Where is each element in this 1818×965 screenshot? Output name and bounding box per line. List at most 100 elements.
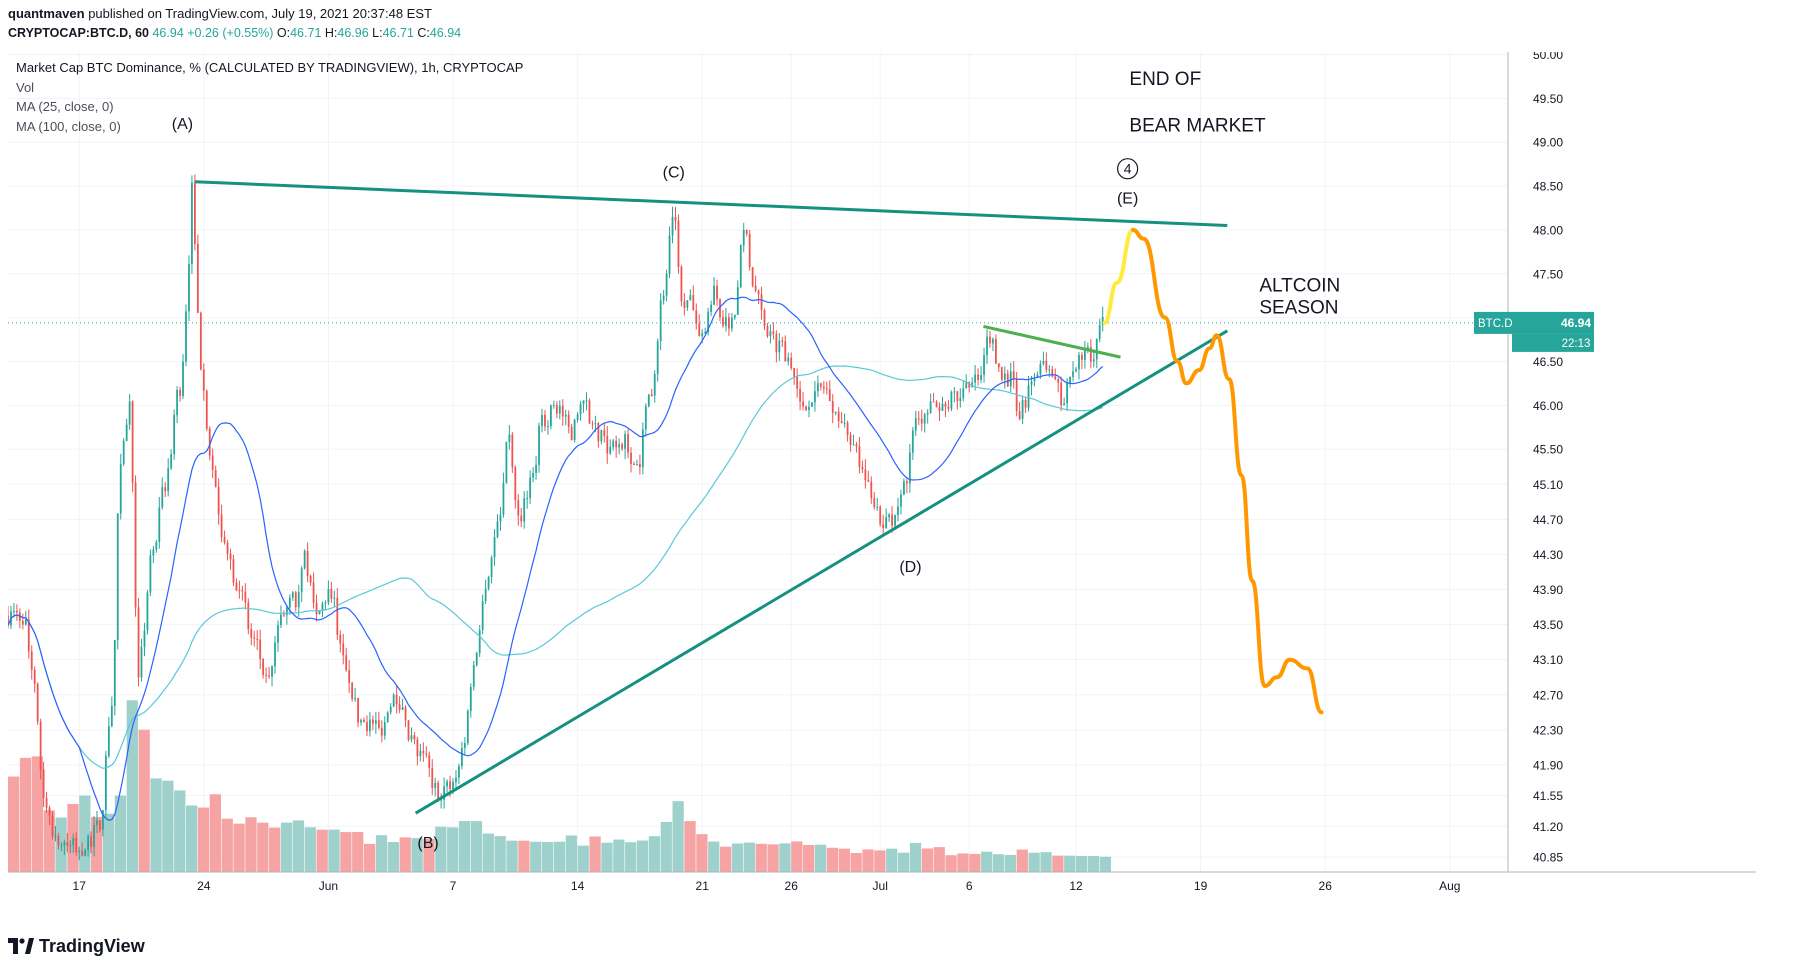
volume-bar — [755, 843, 767, 872]
volume-bar — [364, 843, 376, 872]
volume-bar — [209, 794, 221, 872]
symbol-interval[interactable]: CRYPTOCAP:BTC.D, 60 — [8, 26, 149, 40]
candle-body — [13, 610, 15, 612]
candle-body — [137, 607, 140, 678]
volume-bar — [1064, 855, 1076, 872]
candle-body — [113, 640, 116, 706]
y-tick-label: 46.00 — [1533, 399, 1563, 413]
volume-bar — [720, 846, 732, 872]
trendline-wedge[interactable] — [983, 324, 1121, 359]
candle-body — [1036, 374, 1039, 378]
candle-body — [846, 422, 849, 435]
candle-body — [170, 454, 173, 469]
volume-bar — [470, 821, 483, 872]
volume-bar — [447, 827, 459, 872]
candle-body — [354, 698, 356, 700]
candle-body — [291, 592, 294, 598]
candle-body — [639, 464, 641, 468]
chart-area[interactable]: (A) (B) (C) (D) (E) 4 END OF BEAR MARKET ALTCOIN… — [8, 52, 1756, 924]
candle-body — [244, 591, 247, 603]
candle-body — [134, 482, 137, 608]
candle-body — [182, 361, 184, 396]
candle-body — [461, 747, 463, 767]
candle-body — [345, 655, 348, 671]
candle-body — [653, 374, 656, 396]
candle-body — [232, 559, 235, 583]
volume-bar — [542, 842, 554, 872]
trendline-lower[interactable] — [414, 329, 1229, 815]
candle-body — [876, 506, 879, 508]
volume-bar — [435, 826, 447, 872]
candle-body — [303, 550, 306, 569]
annotations: (A) (B) (C) (D) (E) 4 END OF BEAR MARKET ALTCOIN… — [172, 69, 1341, 852]
candle-body — [1015, 379, 1018, 412]
candle-body — [805, 406, 807, 411]
candle-body — [683, 301, 686, 308]
candle-body — [849, 434, 852, 445]
candle-body — [250, 629, 253, 638]
volume-bar — [102, 813, 115, 872]
price-chart[interactable]: (A) (B) (C) (D) (E) 4 END OF BEAR MARKET ALTCOIN… — [8, 52, 1756, 924]
volume-bar — [245, 817, 257, 872]
candle-body — [434, 782, 437, 789]
candle-body — [271, 666, 273, 677]
candle-body — [1057, 379, 1060, 383]
candle-body — [102, 810, 104, 830]
y-tick-label: 43.50 — [1533, 618, 1563, 632]
candle-body — [903, 481, 905, 495]
candle-body — [630, 452, 632, 464]
candle-body — [1006, 373, 1009, 387]
candle-body — [772, 331, 775, 334]
candle-body — [342, 643, 345, 656]
candle-body — [194, 182, 196, 244]
author-name[interactable]: quantmaven — [8, 6, 85, 21]
candle-body — [644, 406, 647, 430]
candle-body — [814, 391, 816, 403]
projection-down-path[interactable] — [1131, 227, 1324, 715]
candle-body — [1066, 382, 1068, 404]
candle-body — [698, 323, 701, 336]
tradingview-logo[interactable]: TradingView — [8, 936, 145, 957]
candle-body — [701, 333, 704, 336]
legend-vol[interactable]: Vol — [16, 79, 35, 95]
candle-body — [440, 799, 443, 801]
y-tick-label: 46.50 — [1533, 355, 1563, 369]
candle-body — [81, 850, 84, 856]
candle-body — [1039, 364, 1042, 375]
low-value: 46.71 — [382, 26, 414, 40]
annotation-label: SEASON — [1259, 297, 1338, 318]
y-tick-label: 42.70 — [1533, 688, 1563, 702]
candle-body — [977, 374, 979, 380]
candle-body — [760, 294, 763, 310]
ohlc-line: CRYPTOCAP:BTC.D, 60 46.94 +0.26 (+0.55%)… — [8, 26, 461, 40]
volume-bar — [150, 778, 162, 872]
trendlines[interactable] — [8, 180, 1508, 815]
candle-body — [796, 376, 799, 389]
candle-body — [781, 340, 784, 342]
candle-body — [1081, 354, 1083, 360]
candle-body — [965, 382, 968, 389]
candle-body — [116, 513, 119, 641]
legend-title[interactable]: Market Cap BTC Dominance, % (CALCULATED … — [16, 60, 524, 75]
legend-ma100[interactable]: MA (100, close, 0) — [16, 118, 121, 134]
candle-body — [1000, 367, 1003, 380]
candle-body — [51, 815, 54, 836]
volume-bar — [352, 832, 364, 872]
candle-body — [677, 220, 680, 267]
projection-up-path[interactable] — [1102, 227, 1135, 325]
legend-ma25[interactable]: MA (25, close, 0) — [16, 99, 114, 114]
candle-body — [947, 406, 950, 409]
volume-bar — [19, 757, 32, 872]
candle-body — [641, 429, 644, 468]
candle-body — [950, 392, 953, 409]
candle-body — [790, 357, 793, 369]
candle-body — [511, 434, 514, 468]
candle-body — [716, 285, 718, 300]
annotation-label: BEAR MARKET — [1129, 116, 1266, 137]
candle-body — [1098, 325, 1101, 339]
candle-body — [419, 750, 422, 757]
x-tick-label: 26 — [1319, 879, 1333, 893]
candle-body — [16, 610, 18, 613]
axes[interactable]: 50.0049.5049.0048.5048.0047.5047.0046.50… — [8, 52, 1756, 893]
trendline-upper[interactable] — [194, 180, 1228, 228]
